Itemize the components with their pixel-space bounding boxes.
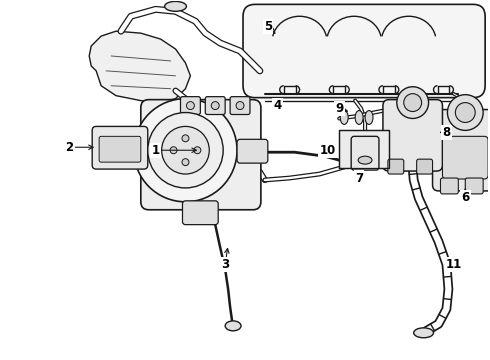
Text: 6: 6 bbox=[461, 192, 469, 204]
Circle shape bbox=[162, 126, 209, 174]
Text: 9: 9 bbox=[335, 102, 343, 115]
Circle shape bbox=[447, 95, 483, 130]
FancyBboxPatch shape bbox=[141, 100, 261, 210]
Text: 10: 10 bbox=[319, 144, 336, 157]
Text: 2: 2 bbox=[65, 141, 74, 154]
Circle shape bbox=[455, 103, 475, 122]
Ellipse shape bbox=[355, 111, 363, 125]
Ellipse shape bbox=[358, 156, 372, 164]
FancyBboxPatch shape bbox=[92, 126, 148, 169]
FancyBboxPatch shape bbox=[416, 159, 433, 174]
Text: 11: 11 bbox=[445, 258, 462, 271]
FancyBboxPatch shape bbox=[230, 96, 250, 114]
Text: 4: 4 bbox=[273, 99, 282, 112]
Circle shape bbox=[134, 99, 237, 202]
FancyBboxPatch shape bbox=[205, 96, 225, 114]
FancyBboxPatch shape bbox=[237, 139, 268, 163]
Circle shape bbox=[182, 135, 189, 142]
Text: 1: 1 bbox=[151, 144, 160, 157]
Text: 5: 5 bbox=[264, 20, 272, 33]
Circle shape bbox=[211, 102, 219, 109]
Circle shape bbox=[187, 102, 195, 109]
Ellipse shape bbox=[365, 111, 373, 125]
Ellipse shape bbox=[165, 1, 187, 11]
Ellipse shape bbox=[340, 111, 348, 125]
Circle shape bbox=[236, 102, 244, 109]
Text: 8: 8 bbox=[442, 126, 451, 139]
Circle shape bbox=[148, 113, 223, 188]
FancyBboxPatch shape bbox=[182, 201, 218, 225]
FancyBboxPatch shape bbox=[383, 100, 442, 171]
Ellipse shape bbox=[225, 321, 241, 331]
Polygon shape bbox=[89, 31, 191, 103]
FancyBboxPatch shape bbox=[466, 178, 483, 194]
FancyBboxPatch shape bbox=[99, 136, 141, 162]
FancyBboxPatch shape bbox=[441, 178, 458, 194]
Circle shape bbox=[170, 147, 177, 154]
Ellipse shape bbox=[414, 328, 434, 338]
Circle shape bbox=[194, 147, 201, 154]
Polygon shape bbox=[339, 130, 389, 168]
FancyBboxPatch shape bbox=[351, 136, 379, 170]
FancyBboxPatch shape bbox=[433, 109, 490, 191]
Circle shape bbox=[182, 159, 189, 166]
FancyBboxPatch shape bbox=[442, 136, 488, 179]
FancyBboxPatch shape bbox=[180, 96, 200, 114]
Text: 7: 7 bbox=[355, 171, 363, 185]
FancyBboxPatch shape bbox=[243, 4, 485, 98]
Circle shape bbox=[397, 87, 429, 118]
FancyBboxPatch shape bbox=[388, 159, 404, 174]
Text: 3: 3 bbox=[221, 258, 229, 271]
Circle shape bbox=[404, 94, 421, 112]
